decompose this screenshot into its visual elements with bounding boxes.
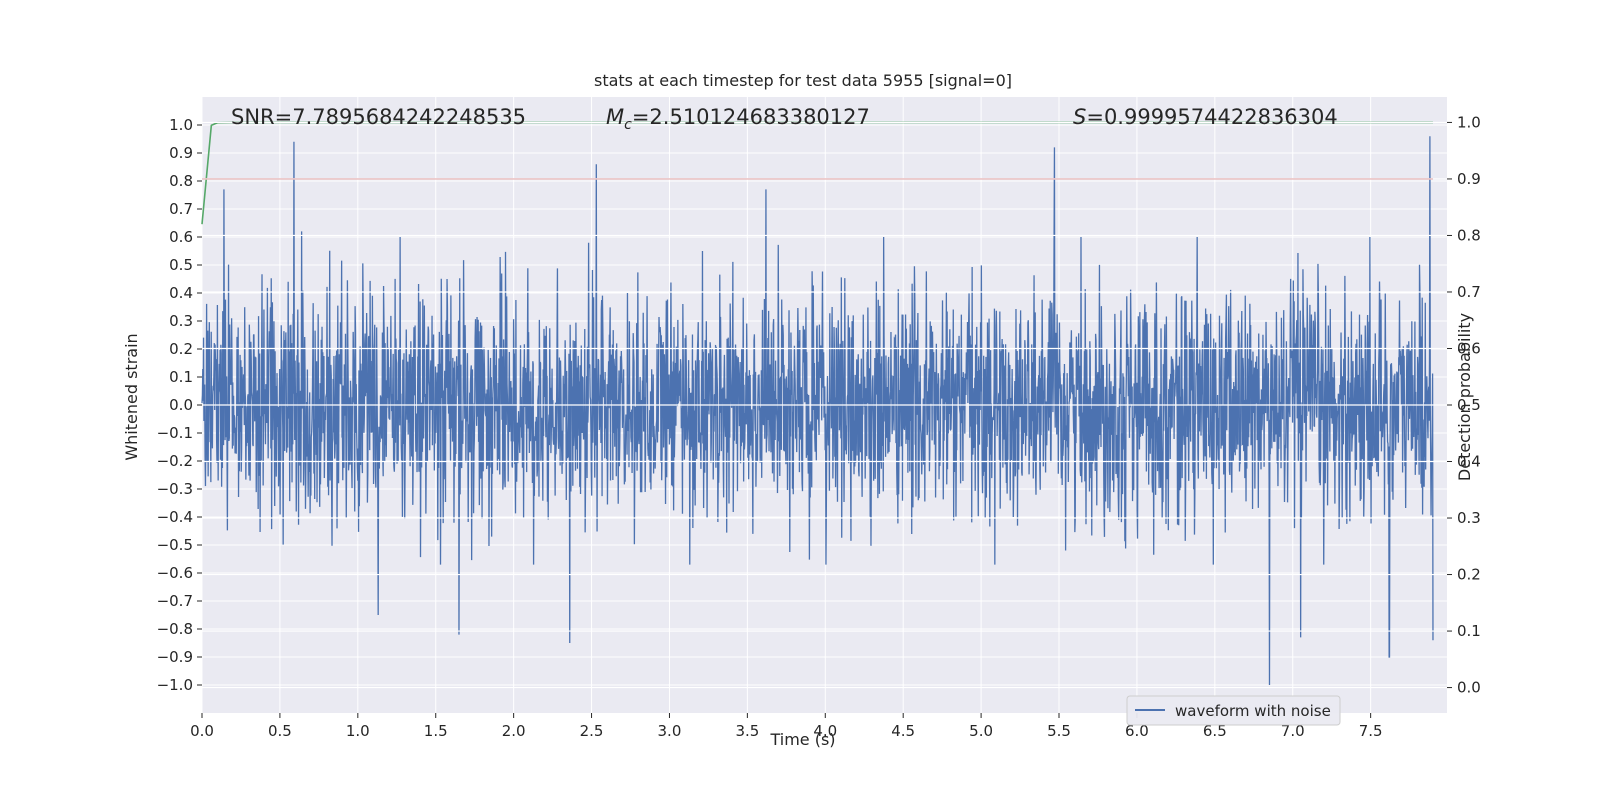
y2-tick-label: 0.8 — [1457, 226, 1481, 244]
x-axis-label: Time (s) — [769, 730, 835, 749]
x-tick-label: 7.0 — [1281, 722, 1305, 740]
y2-tick-label: 0.9 — [1457, 170, 1481, 188]
y-tick-label: −0.3 — [157, 480, 193, 498]
annotation-score-value: =0.9999574422836304 — [1086, 105, 1337, 129]
x-tick-label: 4.5 — [891, 722, 915, 740]
x-tick-label: 2.0 — [502, 722, 526, 740]
y-tick-label: 0.9 — [169, 144, 193, 162]
y-tick-label: 0.1 — [169, 368, 193, 386]
x-tick-label: 1.5 — [424, 722, 448, 740]
y2-tick-label: 0.6 — [1457, 339, 1481, 357]
x-tick-label: 6.0 — [1125, 722, 1149, 740]
legend-entry-waveform-with-noise: waveform with noise — [1175, 702, 1331, 720]
y-tick-label: 0.4 — [169, 284, 193, 302]
y-tick-label: 0.0 — [169, 396, 193, 414]
x-tick-label: 0.5 — [268, 722, 292, 740]
annotation-chirp-mass: Mc=2.510124683380127 — [606, 105, 870, 133]
y-tick-label: −0.2 — [157, 452, 193, 470]
y-tick-label: 0.5 — [169, 256, 193, 274]
y2-tick-label: 0.1 — [1457, 622, 1481, 640]
annotation-snr: SNR=7.7895684242248535 — [231, 105, 526, 129]
x-tick-label: 3.5 — [735, 722, 759, 740]
x-axis-ticks: 0.0 0.5 1.0 1.5 2.0 2.5 3.0 3.5 4.0 4.5 5.0 5.5 6.0 6… — [190, 713, 1383, 740]
y2-tick-label: 0.5 — [1457, 396, 1481, 414]
y2-tick-label: 0.4 — [1457, 453, 1481, 471]
y-axis-label: Whitened strain — [122, 333, 141, 460]
y-axis-ticks: 1.0 0.9 0.8 0.7 0.6 0.5 0.4 0.3 0.2 0.1 0.0 −0.1 −0.… — [157, 116, 202, 694]
x-tick-label: 1.0 — [346, 722, 370, 740]
series-line-waveform-with-noise — [201, 136, 1434, 686]
y2-tick-label: 1.0 — [1457, 113, 1481, 131]
x-tick-label: 4.0 — [813, 722, 837, 740]
y2-tick-label: 0.7 — [1457, 283, 1481, 301]
y-tick-label: −0.6 — [157, 564, 193, 582]
y2-tick-label: 0.0 — [1457, 679, 1481, 697]
x-tick-label: 5.0 — [969, 722, 993, 740]
x-tick-label: 6.5 — [1203, 722, 1227, 740]
annotation-chirp-mass-value: =2.510124683380127 — [632, 105, 870, 129]
y-tick-label: −0.8 — [157, 620, 193, 638]
y-tick-label: −0.4 — [157, 508, 193, 526]
y-tick-label: 0.3 — [169, 312, 193, 330]
y2-axis-ticks: 0.0 0.1 0.2 0.3 0.4 0.5 0.6 0.7 0.8 0.9 1.0 — [1447, 113, 1481, 697]
chart-title: stats at each timestep for test data 595… — [594, 71, 1012, 90]
x-tick-label: 3.0 — [658, 722, 682, 740]
y-tick-label: 0.7 — [169, 200, 193, 218]
x-tick-label: 2.5 — [580, 722, 604, 740]
annotation-score: S=0.9999574422836304 — [1073, 105, 1338, 129]
y-tick-label: 0.8 — [169, 172, 193, 190]
y-tick-label: −0.5 — [157, 536, 193, 554]
y2-gridlines — [202, 121, 1447, 689]
y2-axis-label: Detection probability — [1455, 313, 1474, 481]
x-tick-label: 7.5 — [1359, 722, 1383, 740]
y-tick-label: −1.0 — [157, 676, 193, 694]
legend-box — [1126, 695, 1341, 726]
annotation-score-symbol: S — [1073, 105, 1086, 129]
y2-tick-label: 0.2 — [1457, 566, 1481, 584]
y-tick-label: −0.1 — [157, 424, 193, 442]
annotation-chirp-mass-symbol: M — [606, 105, 624, 129]
y2-tick-label: 0.3 — [1457, 509, 1481, 527]
y-tick-label: 0.6 — [169, 228, 193, 246]
x-tick-label: 0.0 — [190, 722, 214, 740]
y-tick-label: −0.9 — [157, 648, 193, 666]
annotation-chirp-mass-subscript: c — [624, 117, 632, 133]
x-tick-label: 5.5 — [1047, 722, 1071, 740]
legend: waveform with noise — [1126, 695, 1341, 726]
y-tick-label: −0.7 — [157, 592, 193, 610]
y-tick-label: 0.2 — [169, 340, 193, 358]
y-tick-label: 1.0 — [169, 116, 193, 134]
